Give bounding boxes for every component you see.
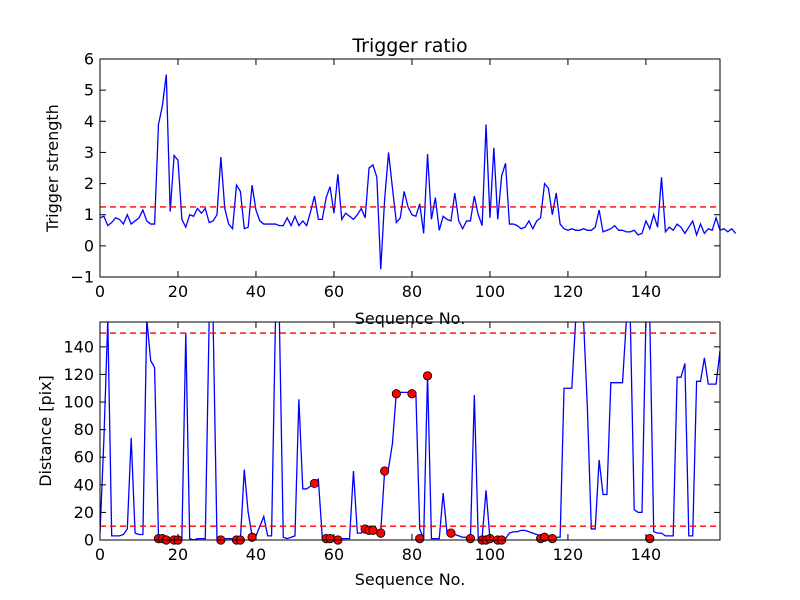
triggered-point [547, 534, 557, 544]
chart-title: Trigger ratio [351, 35, 467, 57]
y-tick-label: −1 [70, 268, 94, 287]
y-tick-label: 60 [74, 448, 94, 467]
y-axis-label: Distance [pix] [36, 375, 55, 487]
y-axis-label: Trigger strength [43, 104, 62, 233]
x-tick-label: 40 [246, 545, 266, 564]
y-tick-label: 0 [84, 236, 94, 255]
y-tick-label: 3 [84, 143, 94, 162]
y-tick-label: 2 [84, 174, 94, 193]
x-tick-label: 140 [631, 545, 662, 564]
x-tick-label: 0 [95, 545, 105, 564]
triggered-point [325, 534, 335, 544]
triggered-point [446, 528, 456, 538]
triggered-points [153, 371, 655, 545]
y-tick-label: 20 [74, 503, 94, 522]
y-tick-label: 4 [84, 112, 94, 131]
y-tick-label: 140 [63, 337, 94, 356]
distance-plot: 0 20 40 60 80 100 120 140 0 20 40 60 80 100 120 140 Seq… [36, 321, 721, 589]
x-tick-label: 80 [402, 545, 422, 564]
trigger-strength-series [99, 74, 737, 270]
x-tick-label: 80 [402, 282, 422, 301]
triggered-point [645, 534, 655, 544]
x-tick-label: 40 [246, 282, 266, 301]
triggered-point [422, 371, 433, 381]
x-tick-label: 140 [631, 282, 662, 301]
y-tick-label: 0 [84, 531, 94, 550]
triggered-point [368, 525, 378, 535]
threshold-lines [100, 332, 720, 527]
x-tick-label: 100 [475, 545, 506, 564]
triggered-point [309, 478, 320, 489]
triggered-point [415, 534, 425, 544]
x-tick-label: 60 [324, 282, 344, 301]
triggered-point [407, 389, 417, 399]
trigger-strength-line [99, 74, 737, 270]
x-tick-label: 0 [95, 282, 105, 301]
x-tick-label: 60 [324, 545, 344, 564]
x-axis-label: Sequence No. [355, 309, 466, 328]
distance-line [100, 322, 720, 540]
plot-frame [99, 321, 721, 541]
triggered-point [376, 528, 386, 538]
triggered-point [391, 389, 401, 399]
x-tick-label: 120 [553, 282, 584, 301]
distance-series [100, 322, 720, 540]
triggered-point [380, 466, 390, 476]
x-tick-label: 100 [475, 282, 506, 301]
y-tick-label: 5 [84, 81, 94, 100]
x-tick-label: 20 [168, 282, 188, 301]
y-tick-label: 100 [63, 393, 94, 412]
y-tick-label: 80 [74, 420, 94, 439]
triggered-point [465, 534, 476, 544]
x-axis-label: Sequence No. [355, 570, 466, 589]
y-tick-label: 40 [74, 475, 94, 494]
y-tick-label: 1 [84, 205, 94, 224]
x-tick-label: 120 [553, 545, 584, 564]
y-tick-label: 6 [84, 50, 94, 69]
y-tick-label: 120 [63, 365, 94, 384]
x-tick-label: 20 [168, 545, 188, 564]
axis-ticks: 0 20 40 60 80 100 120 140 0 20 40 60 80 100 120 140 [63, 322, 720, 564]
plot-frame [99, 58, 721, 278]
